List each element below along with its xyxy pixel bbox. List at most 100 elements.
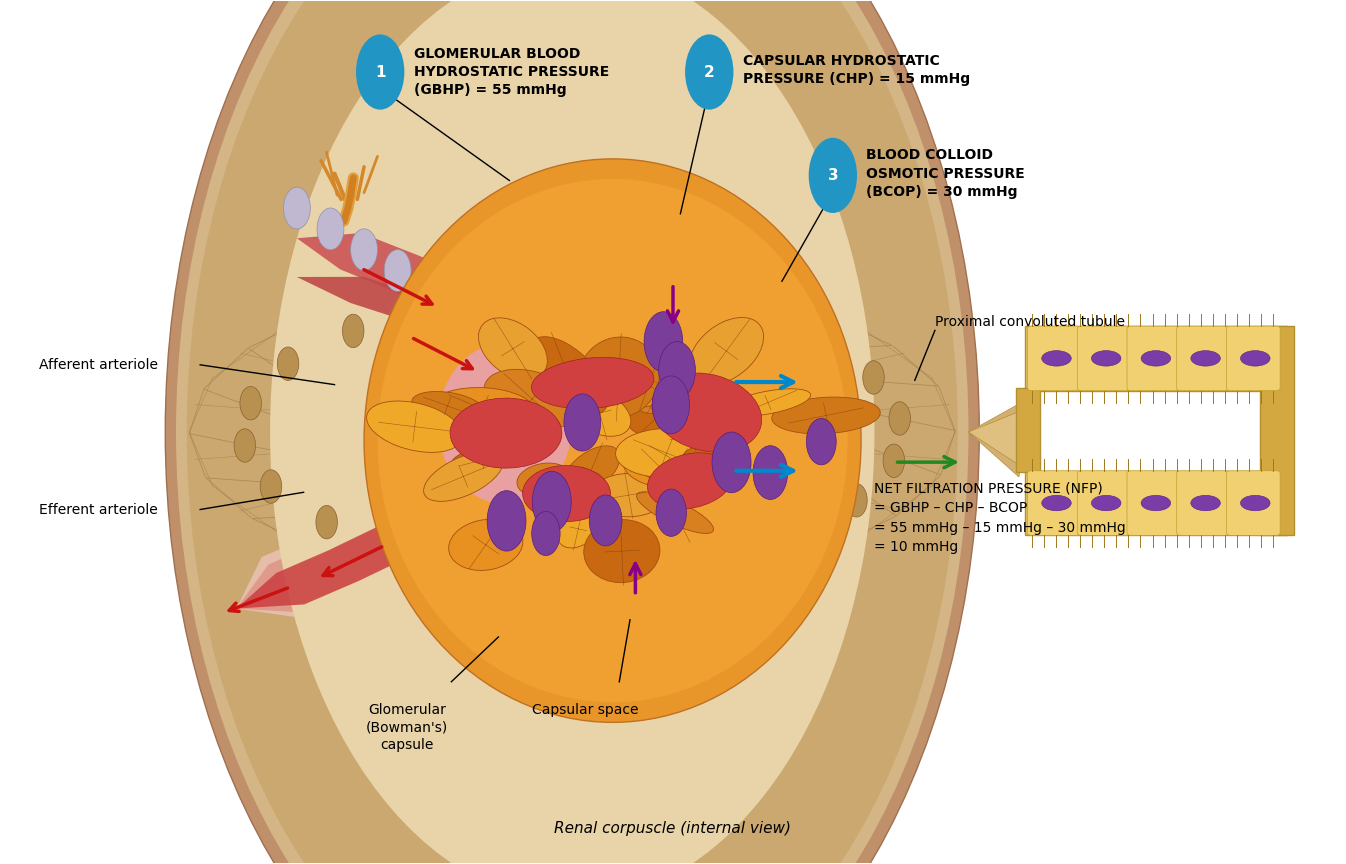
- Ellipse shape: [808, 325, 829, 359]
- Ellipse shape: [384, 250, 411, 291]
- Ellipse shape: [431, 388, 534, 430]
- Ellipse shape: [1092, 351, 1121, 366]
- Ellipse shape: [350, 229, 377, 270]
- Ellipse shape: [681, 444, 751, 480]
- Text: BLOOD COLLOID
OSMOTIC PRESSURE
(BCOP) = 30 mmHg: BLOOD COLLOID OSMOTIC PRESSURE (BCOP) = …: [867, 149, 1026, 199]
- Ellipse shape: [478, 318, 548, 379]
- Ellipse shape: [660, 418, 731, 457]
- Ellipse shape: [491, 548, 513, 581]
- Ellipse shape: [437, 343, 572, 504]
- Ellipse shape: [695, 539, 716, 573]
- Ellipse shape: [619, 353, 682, 407]
- Text: Capsular space: Capsular space: [533, 703, 639, 717]
- Text: Afferent arteriole: Afferent arteriole: [39, 358, 157, 372]
- Text: 3: 3: [828, 168, 839, 183]
- Ellipse shape: [771, 397, 880, 434]
- Text: Renal corpuscle (internal view): Renal corpuscle (internal view): [555, 821, 791, 835]
- Ellipse shape: [557, 510, 599, 548]
- Ellipse shape: [591, 473, 666, 517]
- Ellipse shape: [412, 391, 483, 420]
- Ellipse shape: [725, 389, 810, 416]
- FancyBboxPatch shape: [1077, 326, 1131, 391]
- Ellipse shape: [451, 291, 478, 333]
- Polygon shape: [237, 461, 525, 613]
- Ellipse shape: [260, 470, 281, 503]
- Ellipse shape: [318, 208, 345, 250]
- Ellipse shape: [863, 361, 884, 394]
- Text: 1: 1: [376, 65, 385, 79]
- Ellipse shape: [176, 0, 969, 864]
- Ellipse shape: [634, 369, 685, 414]
- Ellipse shape: [1241, 495, 1271, 511]
- Ellipse shape: [584, 519, 660, 582]
- Ellipse shape: [1191, 495, 1221, 511]
- FancyBboxPatch shape: [1027, 471, 1081, 536]
- Ellipse shape: [1191, 351, 1221, 366]
- Ellipse shape: [658, 341, 696, 399]
- Text: Glomerular
(Bowman's)
capsule: Glomerular (Bowman's) capsule: [366, 703, 448, 752]
- Ellipse shape: [166, 0, 980, 864]
- Ellipse shape: [529, 281, 551, 314]
- Ellipse shape: [563, 446, 621, 495]
- Text: Proximal convoluted tubule: Proximal convoluted tubule: [935, 314, 1125, 329]
- Ellipse shape: [1141, 351, 1171, 366]
- Polygon shape: [297, 223, 542, 374]
- Ellipse shape: [355, 35, 404, 110]
- Ellipse shape: [653, 376, 689, 434]
- Ellipse shape: [417, 270, 444, 312]
- FancyBboxPatch shape: [1077, 471, 1131, 536]
- Ellipse shape: [727, 298, 748, 332]
- Ellipse shape: [522, 466, 611, 522]
- FancyBboxPatch shape: [1176, 326, 1230, 391]
- Ellipse shape: [424, 452, 503, 501]
- Ellipse shape: [532, 471, 571, 532]
- Ellipse shape: [1241, 351, 1271, 366]
- Ellipse shape: [888, 402, 910, 435]
- Ellipse shape: [450, 398, 561, 468]
- Ellipse shape: [485, 369, 580, 429]
- Ellipse shape: [712, 432, 751, 492]
- Ellipse shape: [626, 396, 690, 436]
- FancyBboxPatch shape: [1260, 326, 1294, 536]
- Ellipse shape: [579, 337, 660, 417]
- Ellipse shape: [429, 291, 451, 325]
- Ellipse shape: [366, 401, 463, 453]
- Ellipse shape: [615, 429, 717, 478]
- Polygon shape: [297, 233, 526, 370]
- Ellipse shape: [806, 418, 836, 465]
- Ellipse shape: [883, 444, 905, 478]
- Ellipse shape: [564, 394, 600, 451]
- Ellipse shape: [689, 317, 763, 384]
- FancyBboxPatch shape: [1226, 326, 1280, 391]
- Ellipse shape: [240, 386, 261, 420]
- Ellipse shape: [532, 511, 560, 556]
- Ellipse shape: [752, 446, 787, 499]
- Ellipse shape: [781, 517, 802, 550]
- Ellipse shape: [271, 0, 875, 864]
- Ellipse shape: [284, 187, 311, 229]
- Ellipse shape: [363, 159, 861, 722]
- Ellipse shape: [656, 489, 686, 537]
- Ellipse shape: [647, 453, 734, 509]
- Ellipse shape: [417, 323, 592, 524]
- Ellipse shape: [1042, 351, 1071, 366]
- Ellipse shape: [623, 448, 697, 488]
- Text: 2: 2: [704, 65, 715, 79]
- Ellipse shape: [485, 312, 511, 354]
- Ellipse shape: [342, 314, 363, 347]
- Ellipse shape: [529, 337, 608, 415]
- Ellipse shape: [685, 35, 734, 110]
- Text: NET FILTRATION PRESSURE (NFP)
= GBHP – CHP – BCOP
= 55 mmHg – 15 mmHg – 30 mmHg
: NET FILTRATION PRESSURE (NFP) = GBHP – C…: [875, 482, 1127, 555]
- Polygon shape: [237, 467, 513, 608]
- Ellipse shape: [316, 505, 338, 539]
- Ellipse shape: [450, 446, 513, 474]
- Ellipse shape: [1092, 495, 1121, 511]
- FancyBboxPatch shape: [1027, 326, 1081, 391]
- FancyBboxPatch shape: [1226, 471, 1280, 536]
- Ellipse shape: [487, 491, 526, 551]
- Ellipse shape: [234, 429, 256, 462]
- Ellipse shape: [651, 373, 762, 452]
- Polygon shape: [297, 264, 549, 394]
- Ellipse shape: [1141, 495, 1171, 511]
- Polygon shape: [237, 455, 534, 620]
